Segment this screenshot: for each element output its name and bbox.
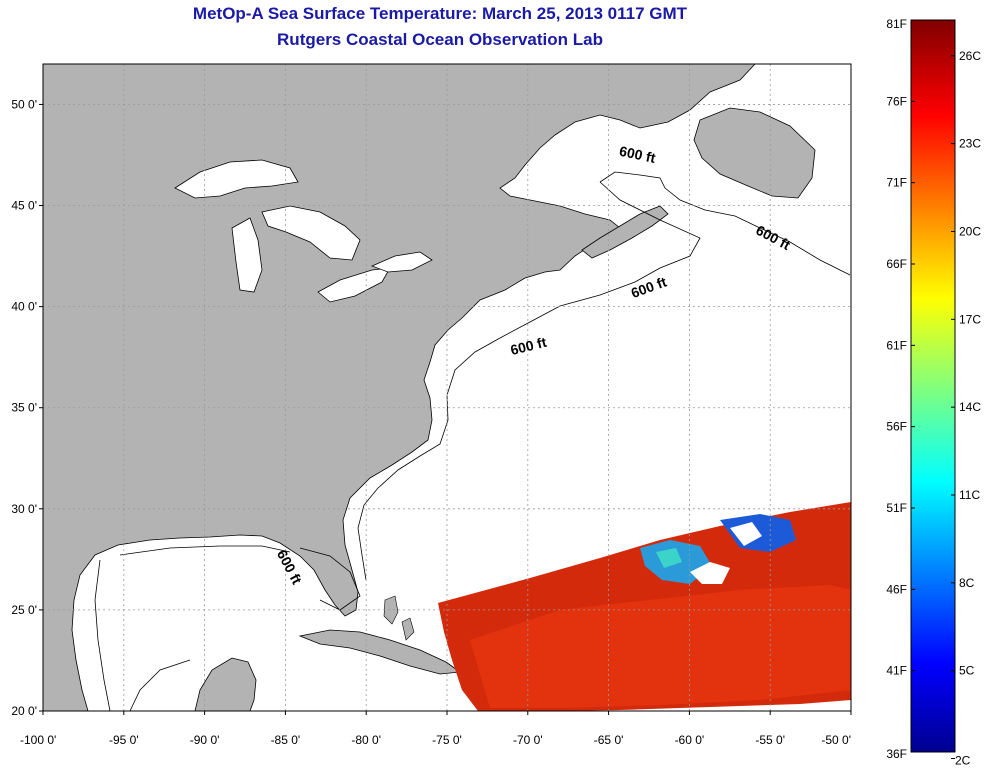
lon-tick-label: -60 0'	[675, 733, 705, 747]
colorbar-label-c: 20C	[959, 224, 981, 238]
land-bahamas	[383, 595, 415, 641]
colorbar-label-c: 2C	[955, 754, 971, 768]
land-yucatan	[194, 657, 257, 711]
lon-tick-label: -100 0'	[20, 733, 56, 747]
lon-tick-label: -90 0'	[190, 733, 220, 747]
colorbar-label-c: 5C	[959, 664, 975, 678]
colorbar-label-f: 66F	[886, 257, 907, 271]
colorbar-labels-c: 26C 23C 20C 17C 14C 11C 8C 5C 2C	[951, 49, 981, 768]
lat-tick-label: 25 0'	[11, 603, 37, 617]
colorbar-label-f: 51F	[886, 501, 907, 515]
contour-label: 600 ft	[618, 143, 657, 166]
colorbar-label-c: 26C	[959, 49, 981, 63]
lon-tick-label: -75 0'	[432, 733, 462, 747]
lon-tick-label: -65 0'	[594, 733, 624, 747]
colorbar-label-c: 14C	[959, 400, 981, 414]
longitude-axis: -100 0' -95 0' -90 0' -85 0' -80 0' -75 0' -70…	[20, 711, 852, 747]
colorbar-label-c: 17C	[959, 312, 981, 326]
great-lakes	[174, 159, 433, 303]
lon-tick-label: -55 0'	[755, 733, 785, 747]
land-nova-scotia	[581, 205, 669, 259]
sst-swath-warm	[470, 585, 851, 708]
colorbar-label-f: 81F	[886, 17, 907, 31]
lon-tick-label: -70 0'	[513, 733, 543, 747]
lat-tick-label: 45 0'	[11, 199, 37, 213]
lat-tick-label: 40 0'	[11, 300, 37, 314]
colorbar-label-c: 23C	[959, 137, 981, 151]
colorbar-label-f: 46F	[886, 582, 907, 596]
lon-tick-label: -80 0'	[351, 733, 381, 747]
lon-tick-label: -85 0'	[271, 733, 301, 747]
land-north-america	[43, 64, 756, 711]
colorbar-labels-f: 81F 76F 71F 66F 61F 56F 51F 46F 41F 36F	[886, 17, 915, 761]
colorbar-label-c: 11C	[959, 488, 980, 502]
lon-tick-label: -95 0'	[109, 733, 139, 747]
isobath-600ft	[94, 171, 851, 711]
colorbar-label-f: 71F	[886, 176, 907, 190]
lon-tick-label: -50 0'	[821, 733, 851, 747]
colorbar-label-f: 41F	[886, 664, 907, 678]
colorbar-label-f: 61F	[886, 338, 907, 352]
lat-tick-label: 35 0'	[11, 401, 37, 415]
colorbar-label-c: 8C	[959, 576, 975, 590]
lat-tick-label: 50 0'	[11, 97, 37, 111]
map-title: MetOp-A Sea Surface Temperature: March 2…	[192, 4, 688, 23]
colorbar	[910, 19, 956, 753]
lat-tick-label: 20 0'	[11, 704, 37, 718]
cold-patches	[640, 514, 796, 584]
land-newfoundland	[693, 107, 816, 199]
colorbar-label-f: 76F	[886, 94, 907, 108]
colorbar-label-f: 36F	[886, 747, 907, 761]
colorbar-label-f: 56F	[886, 420, 907, 434]
lat-tick-label: 30 0'	[11, 502, 37, 516]
latitude-axis: 50 0' 45 0' 40 0' 35 0' 30 0' 25 0' 20 0'	[11, 97, 43, 718]
map-subtitle: Rutgers Coastal Ocean Observation Lab	[277, 30, 603, 49]
